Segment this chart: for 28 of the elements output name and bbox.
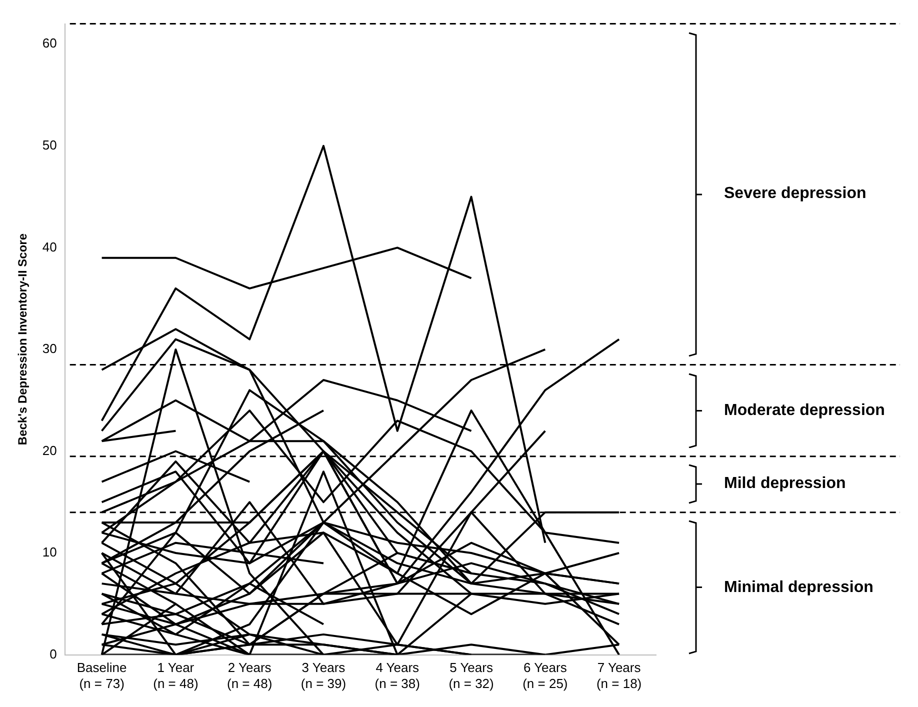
category-label: 6 Years xyxy=(523,660,567,676)
category-label: (n = 73) xyxy=(79,676,124,691)
y-tick-label: 0 xyxy=(50,646,57,662)
category-label: (n = 32) xyxy=(448,676,494,691)
text: Mild depression xyxy=(724,474,846,494)
text: Severe depression xyxy=(724,184,866,204)
text: Minimal depression xyxy=(724,578,874,598)
text: Moderate depression xyxy=(724,400,885,421)
category-label: 1 Year xyxy=(157,660,194,676)
category-label: 3 Years xyxy=(302,660,346,676)
category-label: 7 Years xyxy=(597,660,641,676)
y-tick-label: 50 xyxy=(42,138,57,153)
y-tick-label: 10 xyxy=(42,544,57,560)
category-label: (n = 38) xyxy=(374,676,420,691)
y-tick-label: 60 xyxy=(42,36,57,51)
category-label: 2 Years xyxy=(228,660,272,676)
category-label: (n = 18) xyxy=(596,676,642,691)
y-axis-title: Beck's Depression Inventory-II Score xyxy=(16,233,30,446)
y-tick-label: 40 xyxy=(42,239,57,254)
category-label: (n = 39) xyxy=(300,676,346,691)
y-tick-label: 20 xyxy=(42,442,57,458)
category-label: (n = 48) xyxy=(227,676,272,691)
category-label: Baseline xyxy=(76,660,127,676)
category-label: 4 Years xyxy=(376,660,420,676)
category-label: (n = 48) xyxy=(153,676,198,691)
y-tick-label: 30 xyxy=(42,341,57,356)
category-label: (n = 25) xyxy=(522,676,568,691)
category-label: 5 Years xyxy=(450,660,493,676)
